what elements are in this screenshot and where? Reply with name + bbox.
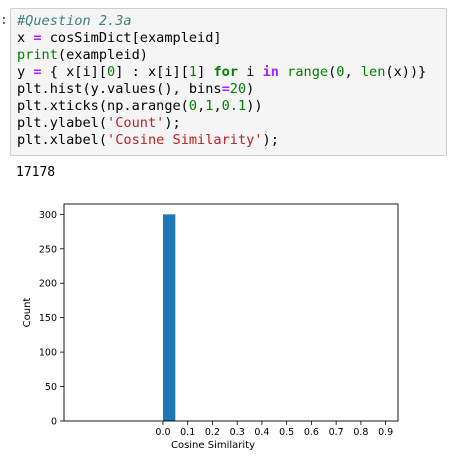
code-token: = [33,64,42,80]
y-tick-label: 250 [39,244,57,255]
code-line: print(exampleid) [17,47,446,64]
code-token: = [221,81,230,97]
code-token: range [287,64,329,80]
x-tick-label: 0.7 [329,427,344,438]
code-token: plt.ylabel( [17,115,108,131]
code-token: len [360,64,386,80]
x-tick-label: 0.5 [279,427,294,438]
code-token: for [213,64,239,80]
code-token: y [17,64,34,80]
code-token: 'Count' [107,115,165,131]
y-tick-label: 200 [39,279,57,290]
code-token: 1 [188,64,198,80]
code-token: = [33,30,42,46]
code-token: , [344,64,361,80]
code-token [279,64,287,80]
code-token: #Question 2.3a [17,13,132,29]
x-tick-label: 0.4 [254,427,269,438]
code-line: #Question 2.3a [17,13,446,30]
code-line: plt.ylabel('Count'); [17,115,446,132]
code-line: plt.xticks(np.arange(0,1,0.1)) [17,98,446,115]
code-token: { x[i][ [41,64,108,80]
code-token: 0.1 [221,98,247,114]
cell-output-text: 17178 [16,165,56,180]
code-token: print [17,47,58,63]
code-token: 0 [107,64,116,80]
code-token: 20 [229,81,247,97]
code-token: (x))} [385,64,427,80]
x-tick-label: 0.0 [155,427,170,438]
x-tick-label: 0.9 [378,427,393,438]
code-token: ] [197,64,214,80]
code-token: plt.xlabel( [17,132,108,148]
y-tick-label: 100 [39,348,57,359]
code-token: , [197,98,206,114]
x-tick-label: 0.2 [205,427,220,438]
code-token: x [17,30,34,46]
y-axis-label: Count [22,298,33,328]
code-token: 1 [205,98,214,114]
y-tick-label: 50 [45,382,57,393]
code-line: plt.xlabel('Cosine Similarity'); [17,132,446,149]
x-axis-label: Cosine Similarity [171,440,255,451]
code-token: plt.hist(y.values(), bins [17,81,222,97]
code-token: ); [164,115,181,131]
x-tick-label: 0.1 [180,427,195,438]
code-token: i [238,64,263,80]
code-token: ( [328,64,337,80]
code-line: y = { x[i][0] : x[i][1] for i in range(0… [17,64,446,81]
code-token: (exampleid) [57,47,148,63]
code-token: ] : x[i][ [115,64,189,80]
code-token: ); [262,132,279,148]
x-tick-label: 0.3 [230,427,245,438]
code-line: x = cosSimDict[exampleid] [17,30,446,47]
plot-frame [63,203,399,422]
code-token: 'Cosine Similarity' [107,132,263,148]
cell-prompt: : [0,13,8,28]
code-token: 0 [188,98,198,114]
code-line: plt.hist(y.values(), bins=20) [17,81,446,98]
code-token: ) [246,81,255,97]
code-token: in [262,64,279,80]
code-token: 0 [336,64,345,80]
code-token: )) [246,98,263,114]
histogram-chart: 0.0 0.1 0.2 0.3 0.4 0.5 0.6 0.7 0.8 0.9 0 50 100 150 2… [22,203,399,451]
code-token: , [213,98,222,114]
code-token: plt.xticks(np.arange( [17,98,189,114]
x-tick-label: 0.8 [353,427,368,438]
x-tick-label: 0.6 [304,427,319,438]
y-tick-label: 0 [51,417,57,428]
histogram-bar [162,214,176,421]
code-token: cosSimDict[exampleid] [41,30,222,46]
code-cell-editor[interactable]: #Question 2.3a x = cosSimDict[exampleid] p… [10,8,447,156]
y-tick-label: 300 [39,210,57,221]
y-tick-label: 150 [39,313,57,324]
